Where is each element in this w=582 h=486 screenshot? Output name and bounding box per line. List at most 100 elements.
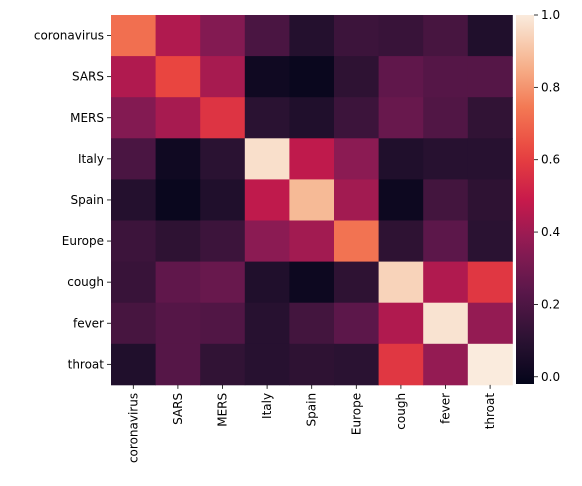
x-tick-label: MERS: [216, 393, 230, 427]
heatmap-cell: [289, 56, 335, 98]
heatmap-cell: [334, 97, 379, 139]
heatmap-cell: [467, 220, 513, 262]
x-tick-labels: coronavirus SARS MERS Italy Spain Europe cough…: [126, 384, 497, 463]
y-tick-label: SARS: [72, 70, 104, 84]
heatmap-cell: [289, 15, 335, 57]
heatmap-cell: [289, 261, 335, 304]
heatmap-cell: [423, 261, 469, 304]
heatmap-cell: [467, 302, 513, 345]
heatmap-cell: [155, 15, 201, 57]
y-tick-label: cough: [67, 275, 104, 289]
colorbar-tick-label: 1.0: [541, 8, 560, 22]
colorbar-tick-label: 0.4: [541, 225, 560, 239]
colorbar-tick-label: 0.2: [541, 297, 560, 311]
heatmap-cell: [244, 302, 290, 345]
x-tick-label: Italy: [260, 393, 274, 419]
heatmap-cell: [244, 15, 290, 57]
heatmap-cell: [111, 220, 156, 262]
y-tick-label: Spain: [70, 193, 104, 207]
heatmap-cell: [467, 97, 513, 139]
heatmap-cell: [423, 343, 469, 386]
heatmap-cell: [244, 343, 290, 386]
heatmap-cell: [467, 15, 513, 57]
heatmap-cell: [111, 15, 156, 57]
heatmap-cell: [378, 220, 424, 262]
heatmap-cell: [155, 56, 201, 98]
heatmap-cells: [111, 15, 513, 386]
heatmap-cell: [423, 302, 469, 345]
heatmap-cell: [467, 261, 513, 304]
x-tick-label: Europe: [349, 393, 363, 435]
heatmap-cell: [423, 97, 469, 139]
heatmap-cell: [155, 179, 201, 221]
heatmap-cell: [111, 97, 156, 139]
colorbar: 0.0 0.2 0.4 0.6 0.8 1.0: [516, 8, 560, 384]
x-tick-label: cough: [394, 393, 408, 430]
heatmap-cell: [423, 220, 469, 262]
heatmap-cell: [467, 138, 513, 180]
heatmap-cell: [334, 56, 379, 98]
heatmap-cell: [200, 97, 246, 139]
heatmap-cell: [289, 138, 335, 180]
heatmap-cell: [155, 261, 201, 304]
heatmap-cell: [155, 302, 201, 345]
heatmap-cell: [423, 15, 469, 57]
heatmap-cell: [423, 138, 469, 180]
heatmap-cell: [378, 56, 424, 98]
heatmap-cell: [155, 138, 201, 180]
heatmap-cell: [244, 179, 290, 221]
heatmap-cell: [244, 261, 290, 304]
y-tick-label: MERS: [70, 111, 104, 125]
heatmap-cell: [334, 179, 379, 221]
x-tick-label: throat: [483, 393, 497, 430]
heatmap-cell: [244, 220, 290, 262]
heatmap-cell: [289, 179, 335, 221]
heatmap-cell: [244, 97, 290, 139]
heatmap-cell: [423, 179, 469, 221]
heatmap-cell: [334, 261, 379, 304]
colorbar-tick-label: 0.0: [541, 370, 560, 384]
colorbar-tick-label: 0.6: [541, 153, 560, 167]
heatmap-cell: [378, 179, 424, 221]
heatmap-cell: [155, 97, 201, 139]
heatmap-cell: [155, 220, 201, 262]
heatmap-cell: [200, 15, 246, 57]
y-tick-labels: coronavirus SARS MERS Italy Spain Europe cough…: [34, 29, 111, 371]
heatmap-cell: [378, 97, 424, 139]
heatmap-cell: [244, 56, 290, 98]
heatmap-cell: [111, 302, 156, 345]
heatmap-cell: [289, 220, 335, 262]
heatmap-cell: [467, 56, 513, 98]
heatmap-cell: [378, 138, 424, 180]
heatmap-cell: [334, 343, 379, 386]
heatmap-cell: [200, 302, 246, 345]
colorbar-tick-label: 0.8: [541, 80, 560, 94]
heatmap-cell: [111, 138, 156, 180]
heatmap-cell: [111, 56, 156, 98]
heatmap-cell: [200, 343, 246, 386]
heatmap-cell: [111, 261, 156, 304]
heatmap-cell: [334, 15, 379, 57]
heatmap-cell: [244, 138, 290, 180]
heatmap-cell: [111, 179, 156, 221]
heatmap-cell: [334, 138, 379, 180]
heatmap-cell: [467, 343, 513, 386]
heatmap-cell: [155, 343, 201, 386]
heatmap-cell: [334, 302, 379, 345]
heatmap-cell: [378, 302, 424, 345]
heatmap-cell: [334, 220, 379, 262]
colorbar-gradient: [516, 15, 534, 384]
heatmap-cell: [111, 343, 156, 386]
heatmap-cell: [423, 56, 469, 98]
y-tick-label: throat: [68, 357, 105, 371]
y-tick-label: fever: [73, 316, 104, 330]
heatmap-cell: [289, 343, 335, 386]
heatmap-cell: [467, 179, 513, 221]
heatmap-cell: [378, 15, 424, 57]
y-tick-label: Italy: [78, 152, 104, 166]
x-tick-label: fever: [439, 393, 453, 424]
heatmap-cell: [289, 302, 335, 345]
heatmap-cell: [378, 343, 424, 386]
x-tick-label: Spain: [305, 393, 319, 427]
